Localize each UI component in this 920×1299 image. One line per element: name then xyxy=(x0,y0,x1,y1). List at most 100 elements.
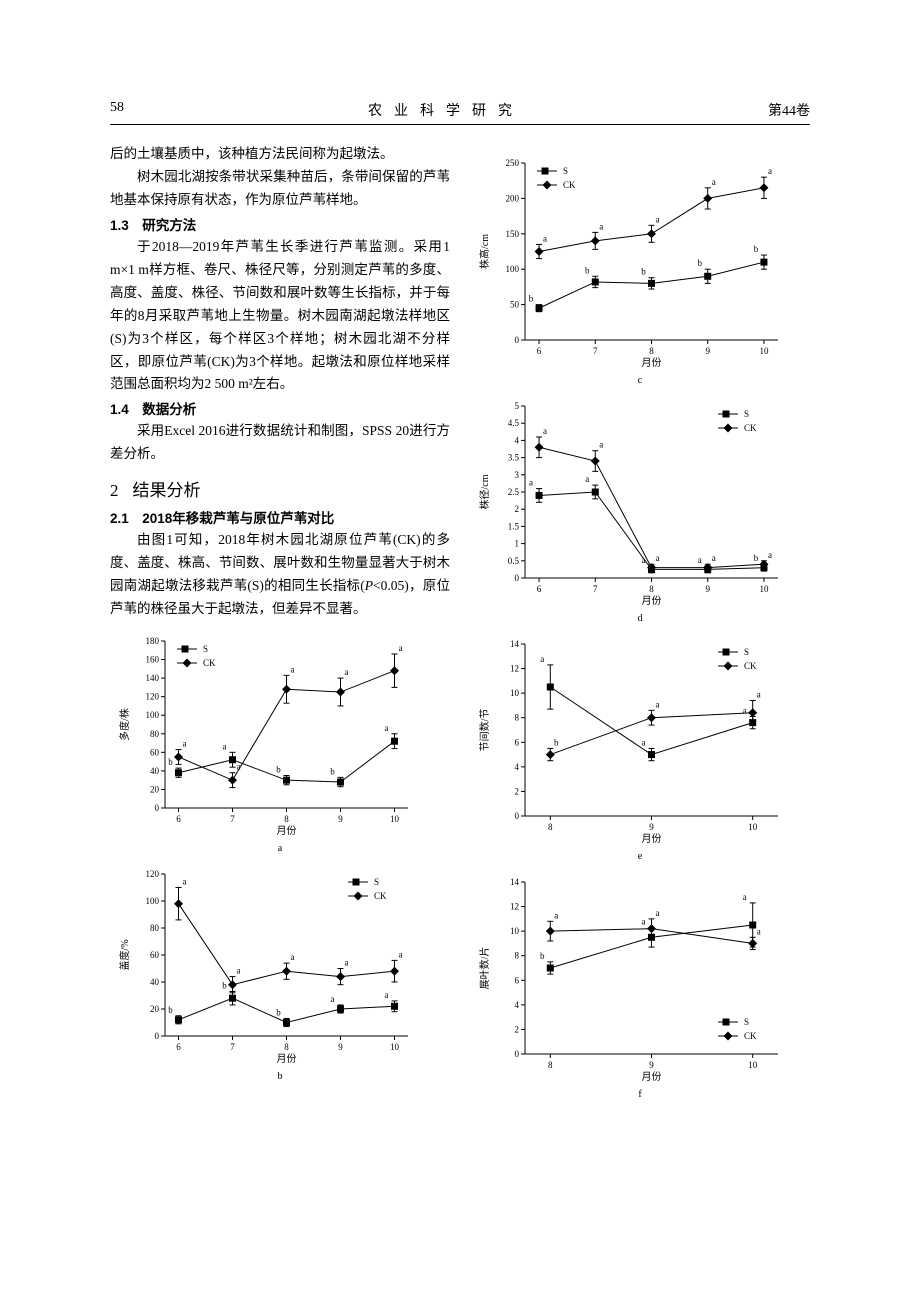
svg-text:6: 6 xyxy=(515,737,520,747)
svg-text:a: a xyxy=(543,426,547,436)
chart-a-sublabel: a xyxy=(110,843,450,854)
svg-text:月份: 月份 xyxy=(277,1053,297,1064)
svg-text:b: b xyxy=(222,980,227,990)
svg-text:6: 6 xyxy=(176,1042,181,1052)
svg-text:a: a xyxy=(712,553,716,563)
heading-2-1: 2.1 2018年移栽芦苇与原位芦苇对比 xyxy=(110,507,450,527)
svg-text:CK: CK xyxy=(563,180,576,190)
svg-text:节间数/节: 节间数/节 xyxy=(478,709,491,752)
svg-text:8: 8 xyxy=(649,584,654,594)
svg-text:50: 50 xyxy=(510,300,520,310)
svg-text:2: 2 xyxy=(515,504,520,514)
page-number: 58 xyxy=(110,100,124,120)
svg-text:a: a xyxy=(223,741,227,751)
section-title: 结果分析 xyxy=(133,481,201,500)
svg-text:a: a xyxy=(656,214,660,224)
svg-text:8: 8 xyxy=(284,814,289,824)
svg-text:10: 10 xyxy=(748,822,758,832)
volume-label: 第44卷 xyxy=(768,100,810,120)
svg-text:6: 6 xyxy=(537,346,542,356)
svg-text:12: 12 xyxy=(510,664,519,674)
svg-text:CK: CK xyxy=(744,661,757,671)
svg-text:120: 120 xyxy=(146,692,160,702)
svg-text:20: 20 xyxy=(150,784,160,794)
svg-text:0: 0 xyxy=(515,573,520,583)
svg-text:b: b xyxy=(697,258,702,268)
svg-text:a: a xyxy=(656,908,660,918)
svg-text:4: 4 xyxy=(515,435,520,445)
svg-text:株径/cm: 株径/cm xyxy=(478,474,491,509)
svg-text:a: a xyxy=(385,723,389,733)
svg-text:8: 8 xyxy=(515,951,520,961)
svg-text:150: 150 xyxy=(506,229,520,239)
svg-text:b: b xyxy=(276,1007,281,1017)
svg-text:0: 0 xyxy=(515,1049,520,1059)
svg-text:b: b xyxy=(641,267,646,277)
svg-text:a: a xyxy=(345,667,349,677)
svg-text:180: 180 xyxy=(146,636,160,646)
svg-text:7: 7 xyxy=(230,814,235,824)
svg-text:10: 10 xyxy=(510,926,520,936)
svg-text:10: 10 xyxy=(759,346,769,356)
svg-text:多度/株: 多度/株 xyxy=(118,708,131,741)
svg-text:0: 0 xyxy=(155,803,160,813)
svg-text:S: S xyxy=(744,1017,749,1027)
svg-text:80: 80 xyxy=(150,923,160,933)
svg-text:0: 0 xyxy=(515,335,520,345)
svg-text:a: a xyxy=(529,478,533,488)
svg-text:20: 20 xyxy=(150,1004,160,1014)
heading-1-4: 1.4 数据分析 xyxy=(110,398,450,418)
svg-text:a: a xyxy=(385,990,389,1000)
svg-text:160: 160 xyxy=(146,655,160,665)
svg-text:8: 8 xyxy=(515,713,520,723)
svg-text:a: a xyxy=(712,177,716,187)
svg-text:a: a xyxy=(291,664,295,674)
svg-text:展叶数/片: 展叶数/片 xyxy=(478,947,491,990)
svg-text:2: 2 xyxy=(515,1024,520,1034)
svg-text:a: a xyxy=(399,949,403,959)
svg-text:0: 0 xyxy=(155,1031,160,1041)
svg-text:9: 9 xyxy=(338,814,343,824)
svg-text:a: a xyxy=(642,916,646,926)
svg-text:7: 7 xyxy=(593,346,598,356)
svg-text:120: 120 xyxy=(146,869,160,879)
chart-a-container: 020406080100120140160180678910月份多度/株babb… xyxy=(110,631,450,854)
svg-text:6: 6 xyxy=(176,814,181,824)
svg-text:a: a xyxy=(183,739,187,749)
svg-text:4: 4 xyxy=(515,762,520,772)
svg-text:S: S xyxy=(203,644,208,654)
svg-text:10: 10 xyxy=(759,584,769,594)
svg-text:a: a xyxy=(237,762,241,772)
svg-text:a: a xyxy=(331,994,335,1004)
svg-text:100: 100 xyxy=(146,896,160,906)
left-column: 后的土壤基质中，该种植方法民间称为起墩法。 树木园北湖按条带状采集种苗后，条带间… xyxy=(110,143,450,1104)
svg-text:0.5: 0.5 xyxy=(508,556,520,566)
svg-text:S: S xyxy=(744,647,749,657)
chart-d: 00.511.522.533.544.55678910月份株径/cmaaaaba… xyxy=(470,396,790,606)
svg-text:b: b xyxy=(529,294,534,304)
chart-b-container: 020406080100120678910月份盖度/%bbbaaaaaaaSCK… xyxy=(110,864,450,1082)
svg-text:9: 9 xyxy=(649,1060,654,1070)
svg-text:8: 8 xyxy=(548,822,553,832)
svg-text:10: 10 xyxy=(748,1060,758,1070)
svg-text:a: a xyxy=(543,233,547,243)
svg-text:8: 8 xyxy=(649,346,654,356)
para-2: 树木园北湖按条带状采集种苗后，条带间保留的芦苇地基本保持原有状态，作为原位芦苇样… xyxy=(110,166,450,212)
svg-text:3.5: 3.5 xyxy=(508,453,520,463)
svg-text:a: a xyxy=(656,553,660,563)
svg-text:a: a xyxy=(599,440,603,450)
svg-text:a: a xyxy=(345,958,349,968)
svg-text:b: b xyxy=(554,737,559,747)
svg-text:a: a xyxy=(757,926,761,936)
right-column: 050100150200250678910月份株高/cmbbbbbaaaaaSC… xyxy=(470,143,810,1104)
page: 58 农业科学研究 第44卷 后的土壤基质中，该种植方法民间称为起墩法。 树木园… xyxy=(0,0,920,1144)
svg-text:5: 5 xyxy=(515,401,520,411)
para-3: 于2018—2019年芦苇生长季进行芦苇监测。采用1 m×1 m样方框、卷尺、株… xyxy=(110,236,450,397)
svg-text:12: 12 xyxy=(510,902,519,912)
svg-text:a: a xyxy=(399,643,403,653)
svg-text:a: a xyxy=(599,221,603,231)
svg-text:8: 8 xyxy=(548,1060,553,1070)
svg-text:a: a xyxy=(237,966,241,976)
svg-text:9: 9 xyxy=(649,822,654,832)
svg-text:60: 60 xyxy=(150,747,160,757)
